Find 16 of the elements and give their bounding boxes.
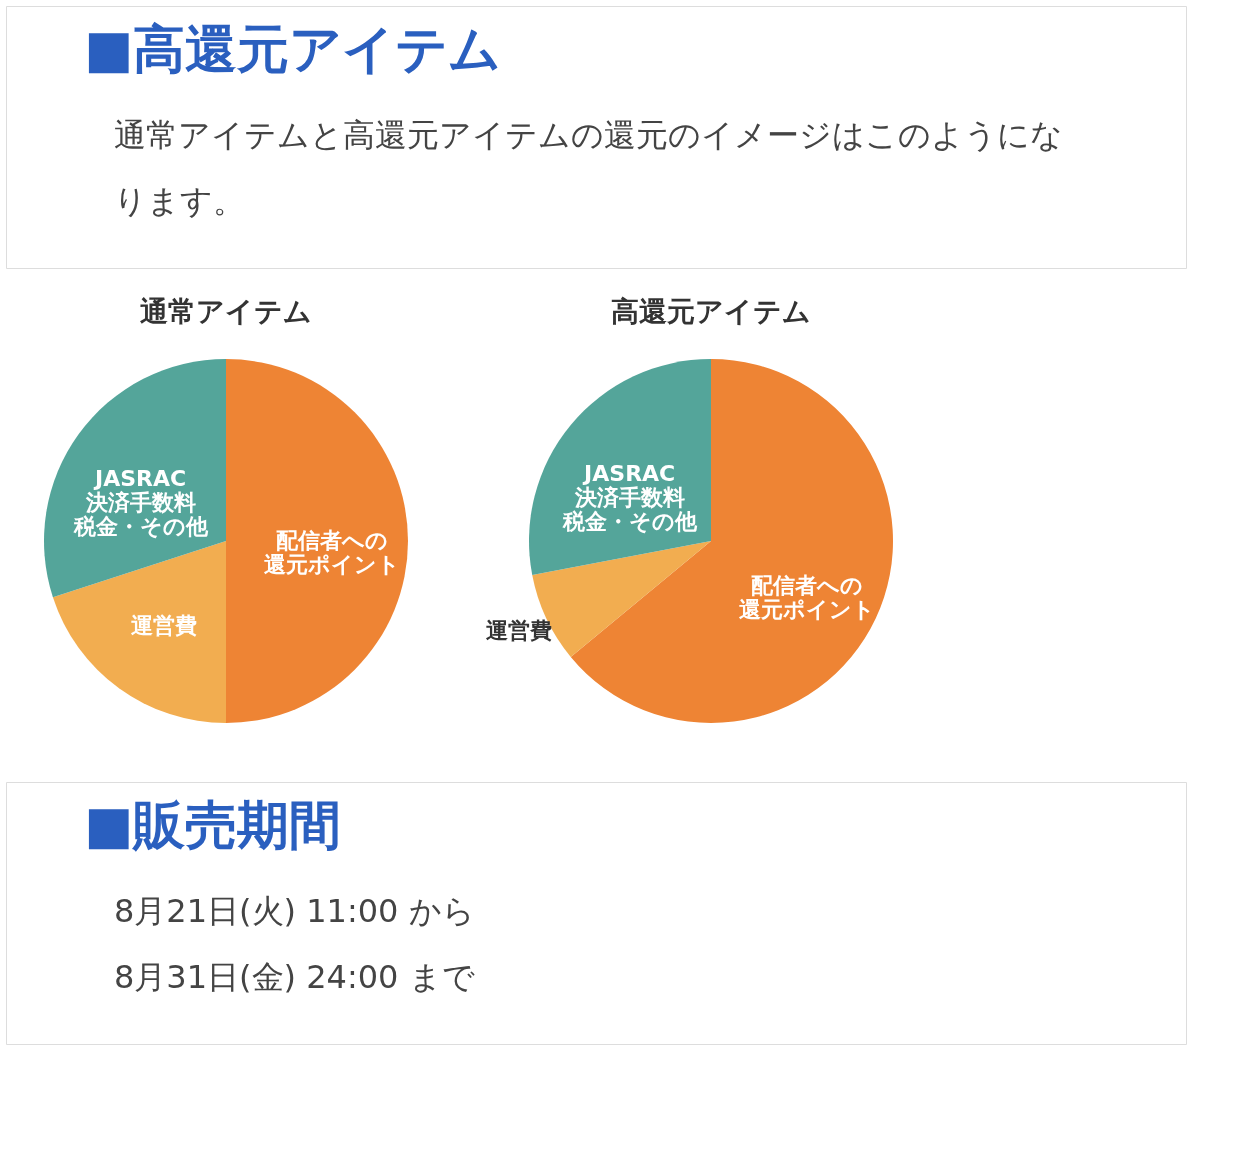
slice-label: JASRAC決済手数料税金・その他 bbox=[72, 465, 209, 539]
slice-label: 運営費 bbox=[486, 618, 553, 644]
pie-slice bbox=[226, 359, 408, 723]
text: 8月31日(金) 24:00 まで bbox=[114, 958, 475, 996]
chart-title: 高還元アイテム bbox=[611, 295, 811, 328]
slice-label: 配信者への還元ポイント bbox=[738, 572, 875, 622]
chart-title: 通常アイテム bbox=[140, 295, 312, 328]
text: ■高還元アイテム bbox=[84, 19, 502, 79]
slice-label: 運営費 bbox=[130, 613, 197, 639]
text: 通常アイテムと高還元アイテムの還元のイメージはこのようになります。 bbox=[114, 116, 1063, 220]
slice-label: 配信者への還元ポイント bbox=[263, 528, 400, 577]
pie-slice bbox=[52, 541, 226, 723]
pie-slice bbox=[532, 541, 711, 658]
text: ■販売期間 bbox=[84, 795, 342, 855]
text: 8月21日(火) 11:00 から bbox=[114, 892, 475, 930]
slice-label: JASRAC決済手数料税金・その他 bbox=[561, 460, 698, 534]
